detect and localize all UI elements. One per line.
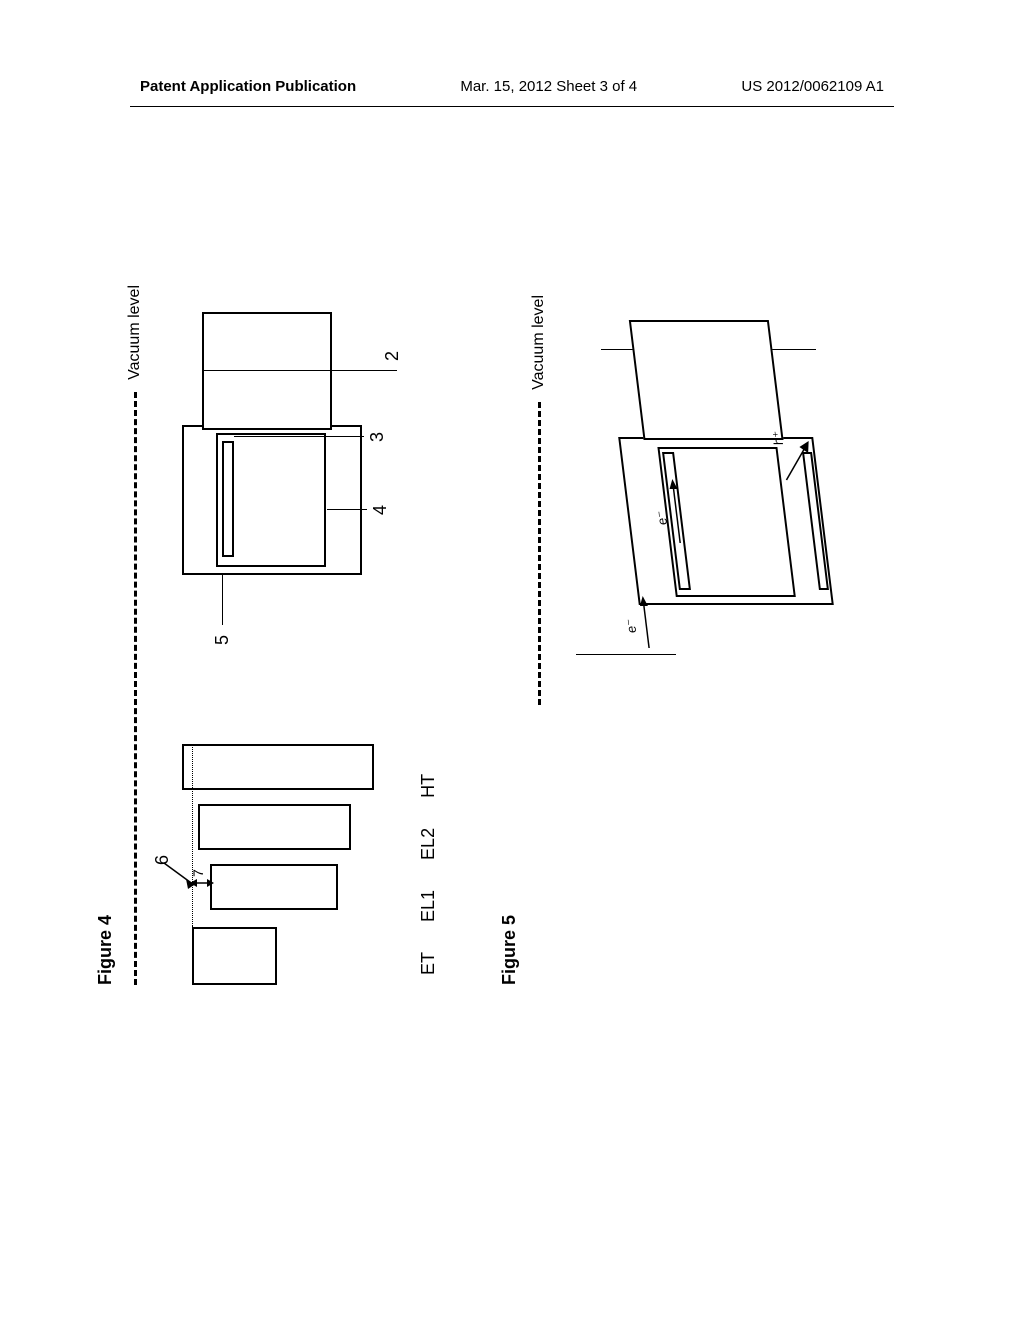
- rect-inner-bar: [222, 441, 234, 557]
- rect-right-box: [202, 312, 332, 430]
- rect-HT: [182, 744, 374, 790]
- label-7: 7: [190, 869, 206, 877]
- figure-5-vacuum-row: Vacuum level: [530, 295, 548, 705]
- figure-5-title: Figure 5: [499, 285, 520, 985]
- content-rotated: Figure 4 Vacuum level 6: [95, 285, 965, 985]
- figure-5: Figure 5 Vacuum level e⁻: [499, 285, 836, 985]
- figure-5-diagram: e⁻ e⁻ h⁺: [556, 285, 836, 985]
- header-center: Mar. 15, 2012 Sheet 3 of 4: [460, 78, 637, 95]
- leader-4: [327, 509, 367, 510]
- axis-ET: ET: [418, 952, 439, 975]
- figure-4-axis-labels: ET EL1 EL2 HT: [418, 285, 439, 975]
- vacuum-label-fig4: Vacuum level: [126, 285, 144, 380]
- header-rule: [130, 106, 894, 107]
- label-5: 5: [212, 635, 233, 645]
- figure-4-vacuum-row: Vacuum level: [126, 285, 144, 985]
- dotted-guide: [192, 747, 193, 927]
- header-left: Patent Application Publication: [140, 78, 356, 95]
- figure-4-title: Figure 4: [95, 285, 116, 985]
- label-3: 3: [367, 432, 388, 442]
- label-e2: e⁻: [653, 511, 671, 525]
- page-header: Patent Application Publication Mar. 15, …: [0, 78, 1024, 95]
- dash-line-fig5: [538, 402, 541, 705]
- label-h: h⁺: [769, 431, 787, 445]
- rect-EL1: [210, 864, 338, 910]
- vacuum-label-fig5: Vacuum level: [530, 295, 548, 390]
- axis-HT: HT: [418, 774, 439, 798]
- header-right: US 2012/0062109 A1: [741, 78, 884, 95]
- arrow-7: [190, 876, 214, 890]
- axis-EL1: EL1: [418, 890, 439, 922]
- leader-left-fig5: [576, 654, 676, 655]
- figure-4-diagram: 6 7 5 4 3 2: [152, 285, 412, 985]
- label-2: 2: [382, 351, 403, 361]
- rect-ET: [192, 927, 277, 985]
- dash-line-fig4: [134, 392, 137, 985]
- leader-2: [202, 370, 397, 371]
- label-6: 6: [152, 855, 173, 865]
- axis-EL2: EL2: [418, 828, 439, 860]
- leader-3: [234, 436, 364, 437]
- leader-5: [222, 573, 223, 625]
- rect-EL2: [198, 804, 351, 850]
- fig5-right-box: [629, 320, 784, 440]
- figure-4: Figure 4 Vacuum level 6: [95, 285, 439, 985]
- label-e1: e⁻: [623, 619, 641, 633]
- skew-group: e⁻ e⁻ h⁺: [593, 315, 839, 605]
- label-4: 4: [370, 505, 391, 515]
